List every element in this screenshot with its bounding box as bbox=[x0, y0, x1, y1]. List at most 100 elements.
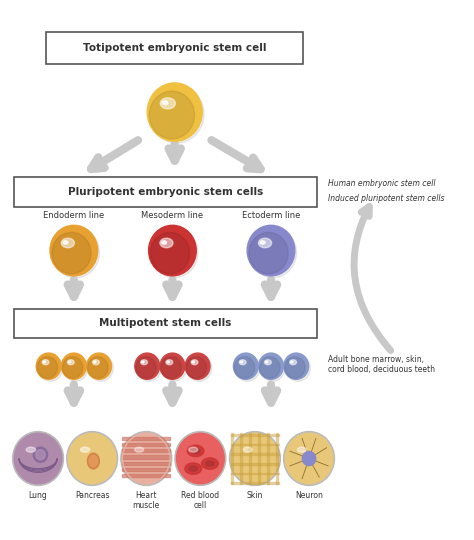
Text: Skin: Skin bbox=[247, 491, 263, 500]
Circle shape bbox=[149, 85, 204, 143]
Ellipse shape bbox=[191, 360, 198, 365]
Polygon shape bbox=[122, 443, 170, 446]
Polygon shape bbox=[240, 433, 242, 484]
Circle shape bbox=[14, 433, 62, 484]
Circle shape bbox=[52, 227, 100, 278]
Circle shape bbox=[302, 451, 316, 465]
Circle shape bbox=[87, 353, 111, 379]
Ellipse shape bbox=[68, 361, 71, 363]
Polygon shape bbox=[231, 444, 279, 446]
Circle shape bbox=[36, 353, 61, 379]
Polygon shape bbox=[231, 472, 279, 474]
Ellipse shape bbox=[61, 238, 74, 248]
Circle shape bbox=[89, 355, 113, 381]
Circle shape bbox=[150, 227, 198, 278]
FancyBboxPatch shape bbox=[14, 309, 317, 338]
Circle shape bbox=[137, 355, 162, 381]
Circle shape bbox=[88, 357, 108, 378]
Text: Red blood
cell: Red blood cell bbox=[182, 491, 219, 510]
Ellipse shape bbox=[258, 238, 272, 248]
Circle shape bbox=[122, 433, 170, 484]
Circle shape bbox=[249, 232, 288, 274]
Ellipse shape bbox=[189, 466, 197, 471]
Ellipse shape bbox=[67, 360, 74, 365]
Ellipse shape bbox=[141, 360, 147, 365]
Text: Induced pluripotent stem cells: Induced pluripotent stem cells bbox=[328, 194, 445, 202]
Ellipse shape bbox=[81, 447, 90, 452]
FancyArrowPatch shape bbox=[354, 206, 391, 350]
Text: Mesoderm line: Mesoderm line bbox=[141, 211, 203, 220]
Circle shape bbox=[150, 232, 190, 274]
Text: Ectoderm line: Ectoderm line bbox=[242, 211, 300, 220]
Circle shape bbox=[229, 431, 281, 485]
Circle shape bbox=[135, 353, 160, 379]
Circle shape bbox=[136, 357, 156, 378]
Ellipse shape bbox=[239, 360, 246, 365]
Text: Adult bone marrow, skin,
cord blood, deciduous teeth: Adult bone marrow, skin, cord blood, dec… bbox=[328, 355, 435, 374]
Text: Lung: Lung bbox=[29, 491, 47, 500]
Circle shape bbox=[176, 433, 224, 484]
Ellipse shape bbox=[291, 361, 293, 363]
Circle shape bbox=[121, 431, 172, 485]
Circle shape bbox=[285, 357, 305, 378]
Polygon shape bbox=[122, 455, 170, 458]
Polygon shape bbox=[122, 462, 170, 465]
Polygon shape bbox=[231, 482, 279, 484]
Ellipse shape bbox=[89, 455, 98, 467]
Ellipse shape bbox=[243, 447, 252, 452]
Ellipse shape bbox=[87, 453, 100, 469]
Circle shape bbox=[64, 355, 88, 381]
Ellipse shape bbox=[93, 361, 96, 363]
Text: Neuron: Neuron bbox=[295, 491, 323, 500]
Ellipse shape bbox=[63, 241, 68, 244]
Ellipse shape bbox=[185, 463, 201, 474]
Ellipse shape bbox=[135, 447, 144, 452]
Circle shape bbox=[247, 225, 295, 276]
Text: Human embryonic stem cell: Human embryonic stem cell bbox=[328, 179, 436, 188]
Ellipse shape bbox=[260, 241, 265, 244]
Circle shape bbox=[249, 227, 297, 278]
Circle shape bbox=[62, 353, 86, 379]
Ellipse shape bbox=[297, 447, 306, 452]
Circle shape bbox=[175, 431, 226, 485]
Circle shape bbox=[37, 357, 57, 378]
Circle shape bbox=[52, 232, 91, 274]
Ellipse shape bbox=[142, 361, 144, 363]
FancyBboxPatch shape bbox=[14, 177, 317, 207]
Circle shape bbox=[160, 353, 185, 379]
FancyBboxPatch shape bbox=[46, 32, 303, 64]
Circle shape bbox=[187, 355, 212, 381]
Ellipse shape bbox=[240, 361, 243, 363]
Ellipse shape bbox=[206, 461, 214, 466]
Ellipse shape bbox=[265, 361, 268, 363]
Ellipse shape bbox=[187, 446, 204, 457]
Circle shape bbox=[286, 355, 310, 381]
Ellipse shape bbox=[160, 98, 175, 109]
Circle shape bbox=[234, 357, 255, 378]
Ellipse shape bbox=[166, 360, 173, 365]
Ellipse shape bbox=[264, 360, 271, 365]
Circle shape bbox=[235, 355, 260, 381]
Polygon shape bbox=[258, 433, 260, 484]
Polygon shape bbox=[122, 436, 170, 440]
Polygon shape bbox=[231, 463, 279, 464]
Ellipse shape bbox=[189, 447, 198, 452]
Ellipse shape bbox=[290, 360, 297, 365]
Circle shape bbox=[13, 431, 64, 485]
Polygon shape bbox=[231, 454, 279, 455]
Ellipse shape bbox=[162, 241, 166, 244]
Polygon shape bbox=[122, 468, 170, 471]
Circle shape bbox=[185, 353, 210, 379]
Polygon shape bbox=[122, 475, 170, 477]
Circle shape bbox=[68, 433, 116, 484]
Circle shape bbox=[186, 357, 207, 378]
Ellipse shape bbox=[162, 101, 168, 105]
Circle shape bbox=[36, 450, 45, 460]
Circle shape bbox=[283, 431, 335, 485]
Polygon shape bbox=[249, 433, 251, 484]
Circle shape bbox=[284, 353, 309, 379]
Text: Pancreas: Pancreas bbox=[75, 491, 109, 500]
Circle shape bbox=[38, 355, 63, 381]
Circle shape bbox=[259, 353, 283, 379]
Ellipse shape bbox=[167, 361, 169, 363]
